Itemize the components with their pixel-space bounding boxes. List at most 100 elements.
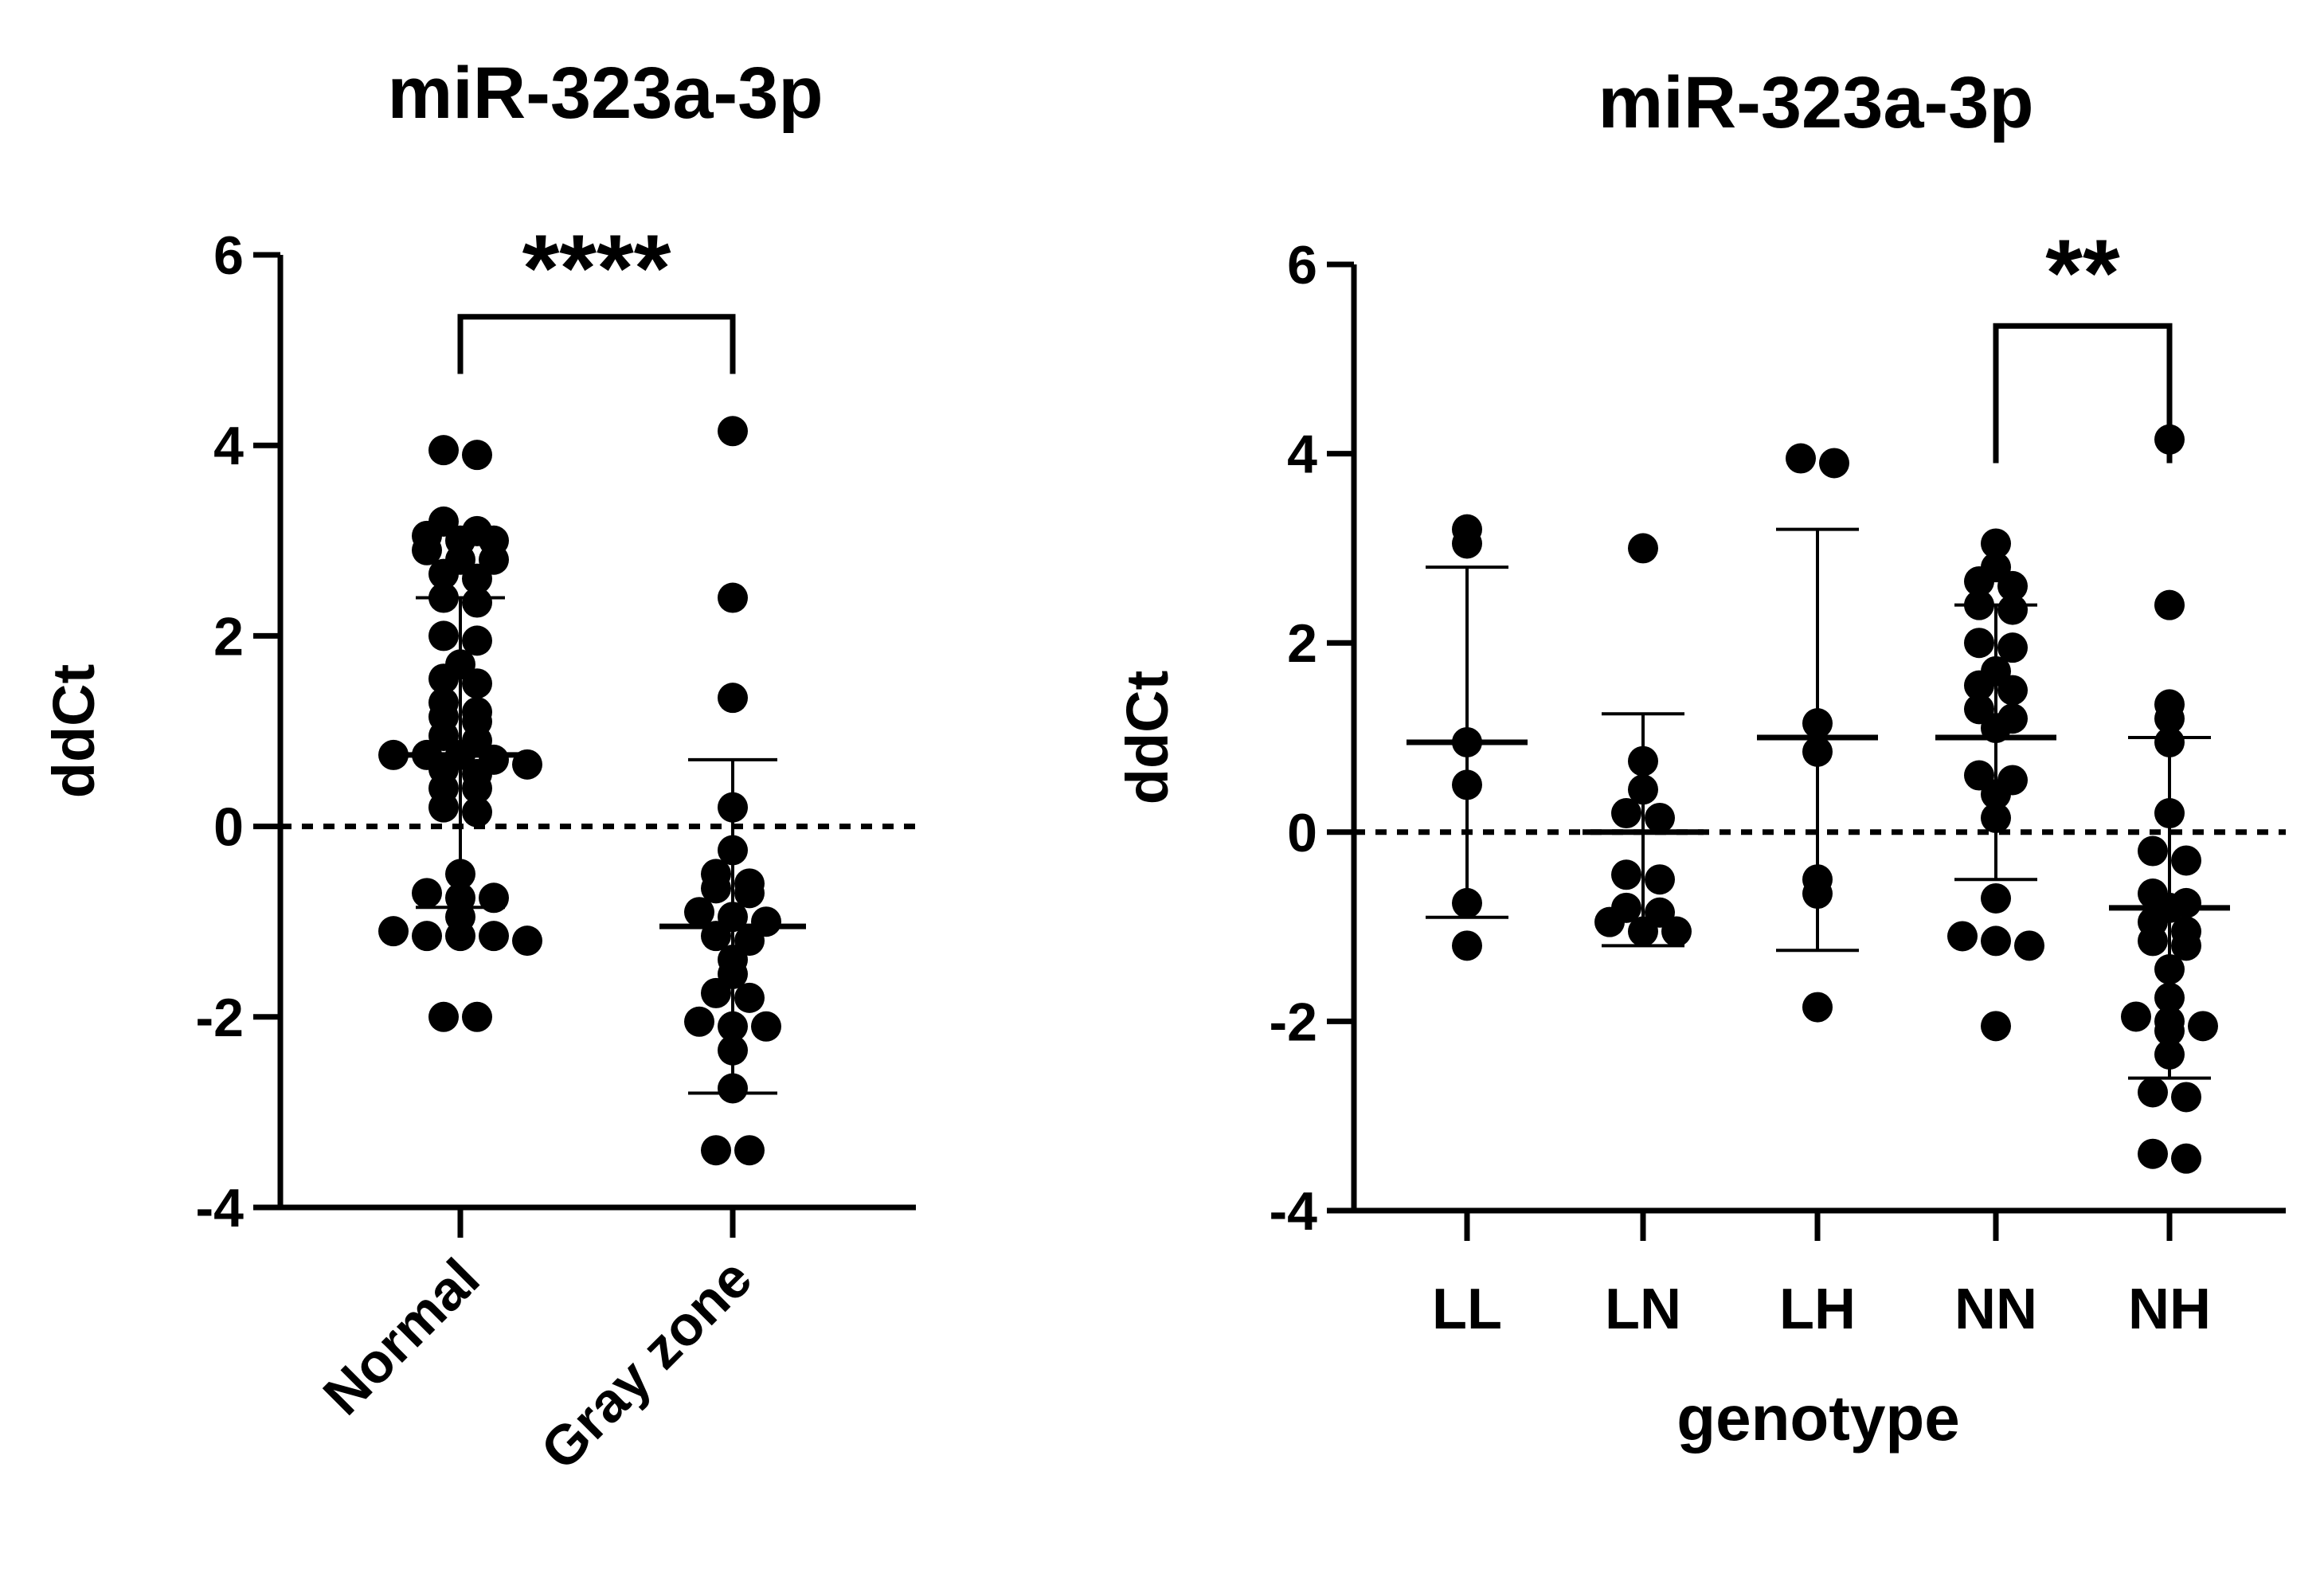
significance-label: ** <box>2045 220 2120 327</box>
y-tick-label: -2 <box>196 988 244 1048</box>
data-point <box>718 582 748 613</box>
y-axis-label: ddCt <box>1114 671 1180 805</box>
x-axis-label: genotype <box>1676 1383 1960 1454</box>
data-point <box>2138 1138 2168 1169</box>
data-point <box>462 773 492 804</box>
data-point <box>1611 859 1641 890</box>
data-point <box>1981 1011 2011 1042</box>
data-point <box>1611 798 1641 829</box>
data-point <box>1981 925 2011 957</box>
chart-title: miR-323a-3p <box>387 53 823 134</box>
significance-bracket <box>457 314 736 374</box>
data-point <box>2138 1077 2168 1108</box>
group-normal: Normal <box>311 435 542 1426</box>
y-tick-label: 4 <box>213 416 244 476</box>
x-tick-label: LH <box>1779 1278 1856 1341</box>
data-point <box>428 435 459 466</box>
group-gray-zone: Gray zone <box>529 416 806 1481</box>
data-point <box>751 1011 781 1042</box>
data-point <box>701 873 731 904</box>
group-nh: NH <box>2109 424 2230 1341</box>
data-point <box>1947 921 1978 952</box>
data-point <box>2154 703 2185 734</box>
data-point <box>1645 864 1675 895</box>
x-tick-label: LL <box>1432 1278 1502 1341</box>
data-point <box>462 625 492 656</box>
data-point <box>1594 906 1625 937</box>
x-tick-label: NN <box>1954 1278 2037 1341</box>
x-tick-label: NH <box>2128 1278 2211 1341</box>
data-point <box>1628 533 1658 564</box>
data-point <box>1452 528 1482 559</box>
y-axis-label: ddCt <box>41 664 107 799</box>
data-point <box>1997 594 2028 625</box>
data-point <box>462 1001 492 1032</box>
group-lh: LH <box>1757 443 1878 1341</box>
data-point <box>1997 632 2028 663</box>
data-point <box>412 921 442 952</box>
y-tick-label: 0 <box>1287 803 1317 863</box>
y-tick-label: 2 <box>1287 613 1317 674</box>
data-point <box>479 882 509 914</box>
y-tick-label: 0 <box>213 797 244 858</box>
x-tick-label: Gray zone <box>529 1246 763 1481</box>
data-point <box>462 668 492 699</box>
data-point <box>1997 675 2028 706</box>
data-point <box>462 796 492 828</box>
data-point <box>684 1006 714 1037</box>
data-point <box>2171 845 2201 876</box>
data-point <box>684 897 714 928</box>
data-point <box>428 663 459 695</box>
group-nn: NN <box>1935 528 2056 1341</box>
data-point <box>378 916 409 947</box>
data-point <box>1819 448 1849 479</box>
chart-title: miR-323a-3p <box>1598 62 2033 143</box>
data-point <box>1786 443 1816 474</box>
data-point <box>1997 570 2028 601</box>
data-point <box>2138 925 2168 957</box>
data-point <box>2138 835 2168 867</box>
data-point <box>1964 565 1994 597</box>
data-point <box>1964 670 1994 701</box>
data-point <box>512 925 542 957</box>
y-tick-label: 6 <box>213 225 244 286</box>
y-tick-label: 6 <box>1287 235 1317 295</box>
data-point <box>2171 1082 2201 1113</box>
data-point <box>718 416 748 447</box>
data-point <box>428 1001 459 1032</box>
group-ln: LN <box>1583 533 1704 1341</box>
data-point <box>734 1135 765 1166</box>
data-point <box>428 620 459 652</box>
data-point <box>2014 930 2044 961</box>
data-point <box>1661 916 1692 947</box>
data-point <box>718 683 748 714</box>
data-point <box>445 921 475 952</box>
data-point <box>2154 589 2185 620</box>
data-point <box>701 977 731 1008</box>
y-tick-label: 2 <box>213 606 244 667</box>
group-ll: LL <box>1407 514 1528 1341</box>
data-point <box>734 982 765 1013</box>
data-point <box>734 878 765 909</box>
data-point <box>2188 1011 2218 1042</box>
significance-bracket <box>1993 323 2173 464</box>
data-point <box>1802 992 1833 1023</box>
data-point <box>428 792 459 823</box>
y-tick-label: 4 <box>1287 425 1317 485</box>
x-tick-label: Normal <box>311 1246 491 1426</box>
data-point <box>1645 802 1675 833</box>
data-point <box>412 534 442 565</box>
significance-label: **** <box>522 215 671 322</box>
x-tick-label: LN <box>1605 1278 1681 1341</box>
chart-panel-1: miR-323a-3p ddCt 6 4 2 0 -2 -4 Normal Gray zone **… <box>41 53 916 1481</box>
data-point <box>462 587 492 618</box>
y-tick-label: -4 <box>1270 1181 1318 1242</box>
chart-panel-2: miR-323a-3p ddCt 6 4 2 0 -2 -4 LL LN LH NN NH genotyp… <box>1114 62 2286 1454</box>
data-point <box>462 563 492 594</box>
data-point <box>479 921 509 952</box>
data-point <box>1452 930 1482 961</box>
data-point <box>2171 1143 2201 1174</box>
y-tick-label: -4 <box>196 1178 245 1238</box>
data-point <box>462 440 492 471</box>
